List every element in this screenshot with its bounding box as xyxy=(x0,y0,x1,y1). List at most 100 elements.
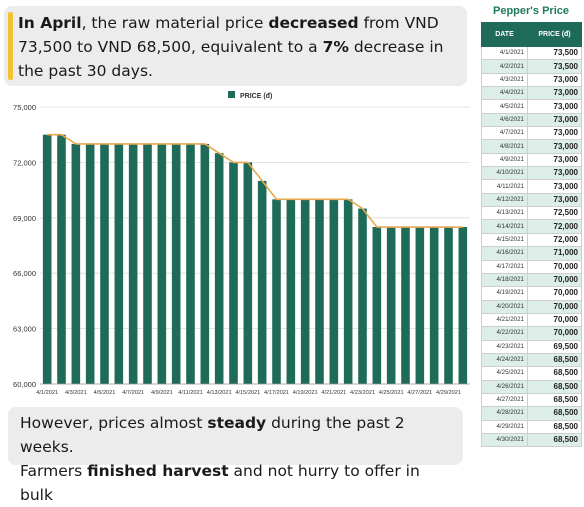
table-row: 4/2/2021 73,500 xyxy=(481,59,582,74)
date-cell: 4/25/2021 xyxy=(481,366,528,381)
price-cell: 73,000 xyxy=(527,166,582,181)
bar xyxy=(358,208,367,384)
y-tick-label: 69,000 xyxy=(13,214,36,223)
table-row: 4/3/2021 73,000 xyxy=(481,72,582,88)
date-cell: 4/7/2021 xyxy=(481,126,528,141)
date-cell: 4/24/2021 xyxy=(481,352,528,368)
date-cell: 4/15/2021 xyxy=(481,232,528,248)
bar xyxy=(114,143,124,384)
table-row: 4/29/2021 68,500 xyxy=(481,419,582,434)
x-tick-label: 4/1/2021 xyxy=(36,390,58,396)
price-cell: 71,000 xyxy=(527,246,582,261)
table-row: 4/10/2021 73,000 xyxy=(481,166,582,181)
table-row: 4/6/2021 73,000 xyxy=(481,112,582,128)
price-cell: 68,500 xyxy=(527,366,582,381)
table-row: 4/26/2021 68,500 xyxy=(481,379,582,394)
table-row: 4/15/2021 72,000 xyxy=(481,232,582,248)
bar xyxy=(143,143,152,384)
headline-callout: In April, the raw material price decreas… xyxy=(4,6,467,86)
price-cell: 70,000 xyxy=(527,312,582,328)
y-tick-label: 66,000 xyxy=(13,269,36,278)
table-row: 4/1/2021 73,500 xyxy=(481,45,582,61)
legend-label: PRICE (đ) xyxy=(240,93,272,100)
chart-legend: PRICE (đ) xyxy=(228,91,272,100)
y-tick-label: 63,000 xyxy=(13,325,36,334)
date-cell: 4/23/2021 xyxy=(481,339,528,354)
bar xyxy=(243,162,253,384)
summary-callout: However, prices almost steady during the… xyxy=(8,407,463,504)
price-cell: 70,000 xyxy=(527,286,582,301)
x-tick-label: 4/29/2021 xyxy=(436,390,461,396)
date-cell: 4/14/2021 xyxy=(481,219,528,234)
table-row: 4/12/2021 73,000 xyxy=(481,192,582,208)
headline-text-2: from VND 73,500 to VND 68,500, equivalen… xyxy=(18,14,439,56)
x-tick-label: 4/3/2021 xyxy=(65,390,87,396)
price-cell: 70,000 xyxy=(527,259,582,274)
price-cell: 73,000 xyxy=(527,139,582,154)
summary-text-1a: However, prices almost xyxy=(20,414,208,432)
bar xyxy=(286,199,296,384)
table-row: 4/7/2021 73,000 xyxy=(481,126,582,141)
table-row: 4/9/2021 73,000 xyxy=(481,152,582,168)
date-cell: 4/29/2021 xyxy=(481,419,528,434)
summary-keyword-harvest: finished harvest xyxy=(87,462,229,480)
table-row: 4/22/2021 70,000 xyxy=(481,326,582,341)
bar xyxy=(372,227,382,384)
date-cell: 4/27/2021 xyxy=(481,392,528,408)
table-row: 4/25/2021 68,500 xyxy=(481,366,582,381)
table-row: 4/21/2021 70,000 xyxy=(481,312,582,328)
date-cell: 4/30/2021 xyxy=(481,432,528,448)
date-cell: 4/4/2021 xyxy=(481,86,528,101)
table-row: 4/28/2021 68,500 xyxy=(481,406,582,421)
bar xyxy=(57,134,66,384)
x-tick-label: 4/21/2021 xyxy=(321,390,346,396)
bar xyxy=(214,153,224,384)
chart-axes: 60,000 63,000 66,000 69,000 72,000 75,000 4/1/… xyxy=(13,103,470,396)
chart-trend-line xyxy=(47,133,463,228)
bar xyxy=(42,134,52,384)
headline-month: In April xyxy=(18,14,82,32)
price-cell: 68,500 xyxy=(527,419,582,434)
date-cell: 4/9/2021 xyxy=(481,152,528,168)
x-tick-label: 4/25/2021 xyxy=(379,390,404,396)
price-cell: 73,000 xyxy=(527,86,582,101)
date-column-header: DATE xyxy=(481,22,528,47)
date-cell: 4/13/2021 xyxy=(481,206,528,221)
price-cell: 73,000 xyxy=(527,152,582,168)
date-cell: 4/6/2021 xyxy=(481,112,528,128)
price-cell: 73,000 xyxy=(527,99,582,114)
price-cell: 73,000 xyxy=(527,192,582,208)
date-cell: 4/1/2021 xyxy=(481,45,528,61)
date-cell: 4/16/2021 xyxy=(481,246,528,261)
legend-swatch xyxy=(228,91,235,98)
summary-line-2: Farmers finished harvest and not hurry t… xyxy=(20,459,453,507)
price-cell: 73,500 xyxy=(527,45,582,61)
x-tick-label: 4/13/2021 xyxy=(207,390,232,396)
bar xyxy=(329,199,339,384)
price-cell: 68,500 xyxy=(527,392,582,408)
table-row: 4/14/2021 72,000 xyxy=(481,219,582,234)
table-title: Pepper's Price xyxy=(493,5,569,17)
price-cell: 70,000 xyxy=(527,299,582,314)
table-row: 4/5/2021 73,000 xyxy=(481,99,582,114)
price-cell: 72,000 xyxy=(527,219,582,234)
x-tick-label: 4/17/2021 xyxy=(264,390,289,396)
bar xyxy=(386,227,396,384)
price-cell: 72,000 xyxy=(527,232,582,248)
table-row: 4/4/2021 73,000 xyxy=(481,86,582,101)
date-cell: 4/11/2021 xyxy=(481,179,528,194)
bar xyxy=(458,227,468,384)
price-cell: 73,000 xyxy=(527,179,582,194)
date-cell: 4/28/2021 xyxy=(481,406,528,421)
date-cell: 4/12/2021 xyxy=(481,192,528,208)
date-cell: 4/20/2021 xyxy=(481,299,528,314)
accent-bar xyxy=(8,12,13,80)
bar xyxy=(444,227,453,384)
table-row: 4/18/2021 70,000 xyxy=(481,272,582,288)
table-row: 4/30/2021 68,500 xyxy=(481,432,582,448)
price-cell: 72,500 xyxy=(527,206,582,221)
summary-keyword-steady: steady xyxy=(207,414,267,432)
bar xyxy=(257,180,267,384)
x-tick-label: 4/15/2021 xyxy=(235,390,260,396)
table-row: 4/13/2021 72,500 xyxy=(481,206,582,221)
